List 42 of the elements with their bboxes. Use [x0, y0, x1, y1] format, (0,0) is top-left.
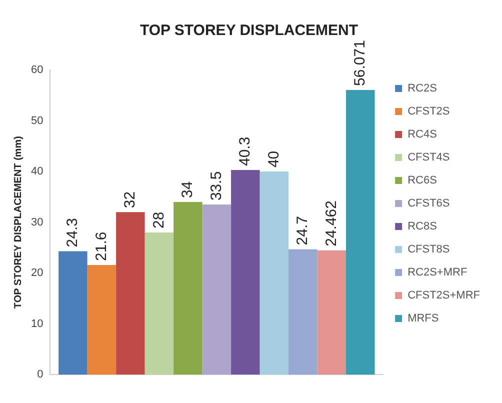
bar — [202, 204, 232, 375]
y-tick-label: 50 — [30, 114, 44, 127]
y-axis-title: TOP STOREY DISPLACEMENT (mm) — [12, 136, 24, 309]
legend-label: RC4S — [408, 128, 437, 141]
y-tick-label: 30 — [30, 216, 44, 228]
bar — [174, 202, 202, 375]
data-label: 24.3 — [64, 218, 82, 248]
data-label: 40.3 — [236, 136, 254, 166]
legend-label: RC8S — [408, 220, 437, 233]
legend-label: CFST2S — [408, 106, 450, 118]
legend-label: RC2S — [408, 82, 437, 95]
bar — [87, 264, 116, 375]
data-label: 28 — [150, 212, 168, 228]
legend-label: CFST6S — [408, 198, 450, 210]
legend-label: MRFS — [408, 312, 439, 325]
data-label: 32 — [122, 191, 139, 208]
y-tick-label: 0 — [37, 368, 44, 381]
bar — [58, 251, 88, 375]
legend-label: CFST4S — [408, 152, 450, 164]
bar — [260, 172, 289, 375]
y-tick-label: 40 — [30, 166, 44, 178]
data-label: 33.5 — [208, 171, 225, 201]
bar — [288, 249, 318, 375]
legend-label: RC2S+MRF — [408, 266, 468, 279]
bar — [144, 232, 174, 375]
y-tick-label: 10 — [30, 318, 44, 330]
y-tick-label: 20 — [30, 267, 44, 280]
legend-label: RC6S — [408, 174, 437, 187]
y-tick-label: 60 — [30, 64, 44, 76]
bar — [346, 90, 375, 375]
data-label: 21.6 — [92, 232, 110, 261]
data-label: 24.462 — [322, 200, 340, 246]
data-label: 40 — [265, 150, 282, 168]
chart-title: TOP STOREY DISPLACEMENT — [140, 22, 358, 40]
bar — [231, 170, 260, 375]
legend-label: CFST8S — [408, 244, 450, 256]
data-label: 56.071 — [352, 40, 369, 86]
bar — [116, 212, 145, 375]
legend-label: CFST2S+MRF — [408, 290, 480, 302]
data-label: 24.7 — [294, 216, 312, 246]
data-label: 34 — [179, 181, 196, 198]
bar — [317, 250, 346, 375]
